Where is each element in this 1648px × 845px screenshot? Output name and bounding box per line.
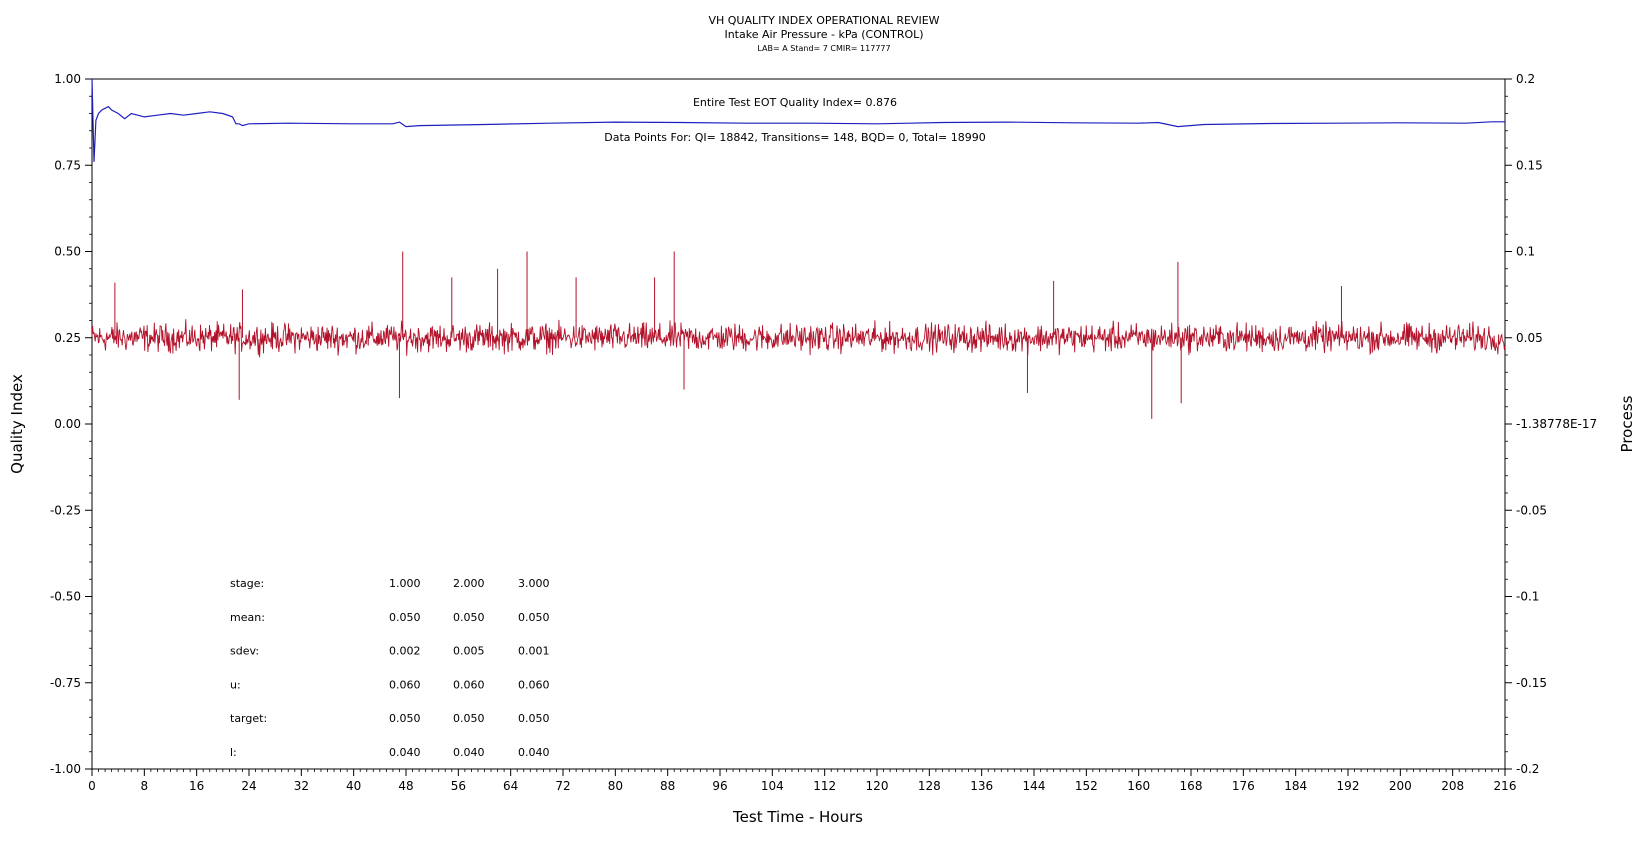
x-tick-label: 32 bbox=[294, 779, 309, 793]
x-tick-label: 208 bbox=[1441, 779, 1464, 793]
x-tick-label: 56 bbox=[451, 779, 466, 793]
series-layer bbox=[91, 78, 1506, 419]
x-tick-label: 152 bbox=[1075, 779, 1098, 793]
quality-index-series-line bbox=[91, 78, 1505, 162]
x-tick-label: 136 bbox=[970, 779, 993, 793]
x-tick-label: 64 bbox=[503, 779, 518, 793]
y-left-tick-label: -1.00 bbox=[50, 762, 81, 776]
stats-cell: 0.001 bbox=[518, 645, 550, 658]
stats-cell: 0.050 bbox=[518, 611, 550, 624]
y-left-tick-label: 0.00 bbox=[54, 417, 81, 431]
y-axis-right-title: Process bbox=[1618, 395, 1636, 452]
y-axis-left: 1.00 0.75 0.50 0.25 0.00 -0.25 -0.50 -0.75 -1.00 bbox=[50, 72, 92, 776]
y-right-tick-label: 0.2 bbox=[1516, 72, 1535, 86]
stats-row-label: stage: bbox=[230, 577, 264, 590]
stats-cell: 0.050 bbox=[518, 712, 550, 725]
stats-cell: 3.000 bbox=[518, 577, 550, 590]
x-tick-label: 192 bbox=[1337, 779, 1360, 793]
y-left-tick-label: -0.25 bbox=[50, 503, 81, 517]
y-right-tick-label: 0.05 bbox=[1516, 331, 1543, 345]
y-left-tick-label: 0.25 bbox=[54, 331, 81, 345]
stats-cell: 0.060 bbox=[453, 678, 485, 691]
x-tick-label: 88 bbox=[660, 779, 675, 793]
y-right-tick-label: -0.1 bbox=[1516, 590, 1539, 604]
y-axis-right: 0.2 0.15 0.1 0.05 -1.38778E-17 -0.05 -0.1 -0.15… bbox=[1505, 72, 1597, 776]
y-left-tick-label: -0.75 bbox=[50, 676, 81, 690]
x-tick-label: 120 bbox=[866, 779, 889, 793]
x-tick-label: 72 bbox=[555, 779, 570, 793]
x-tick-label: 176 bbox=[1232, 779, 1255, 793]
y-right-tick-label: -1.38778E-17 bbox=[1516, 417, 1597, 431]
x-tick-label: 40 bbox=[346, 779, 361, 793]
y-left-tick-label: 0.75 bbox=[54, 158, 81, 172]
x-tick-label: 104 bbox=[761, 779, 784, 793]
x-tick-label: 80 bbox=[608, 779, 623, 793]
x-tick-label: 144 bbox=[1023, 779, 1046, 793]
chart-subsubtitle: LAB= A Stand= 7 CMIR= 117777 bbox=[757, 44, 890, 53]
stats-cell: 0.050 bbox=[453, 611, 485, 624]
y-left-tick-label: 0.50 bbox=[54, 245, 81, 259]
stats-table: stage: 1.000 2.000 3.000 mean: 0.050 0.050 0.05… bbox=[230, 577, 550, 759]
stats-cell: 0.040 bbox=[453, 746, 485, 759]
x-tick-label: 216 bbox=[1494, 779, 1517, 793]
stats-row-label: sdev: bbox=[230, 645, 259, 658]
y-right-tick-label: 0.15 bbox=[1516, 158, 1543, 172]
x-tick-label: 24 bbox=[241, 779, 256, 793]
x-tick-label: 8 bbox=[141, 779, 149, 793]
stats-cell: 2.000 bbox=[453, 577, 485, 590]
x-axis-title: Test Time - Hours bbox=[732, 808, 863, 826]
x-tick-label: 160 bbox=[1127, 779, 1150, 793]
points-annotation: Data Points For: QI= 18842, Transitions=… bbox=[604, 131, 986, 144]
stats-row-label: l: bbox=[230, 746, 237, 759]
stats-cell: 0.060 bbox=[518, 678, 550, 691]
y-left-tick-label: 1.00 bbox=[54, 72, 81, 86]
x-tick-label: 16 bbox=[189, 779, 204, 793]
stats-cell: 1.000 bbox=[389, 577, 421, 590]
plot-frame bbox=[91, 78, 1506, 770]
eot-annotation: Entire Test EOT Quality Index= 0.876 bbox=[693, 96, 897, 109]
x-tick-label: 112 bbox=[813, 779, 836, 793]
stats-cell: 0.050 bbox=[453, 712, 485, 725]
process-series-line bbox=[91, 319, 1506, 358]
stats-row-label: u: bbox=[230, 678, 241, 691]
stats-cell: 0.040 bbox=[518, 746, 550, 759]
y-axis-left-title: Quality Index bbox=[8, 374, 26, 474]
y-right-tick-label: -0.15 bbox=[1516, 676, 1547, 690]
stats-cell: 0.005 bbox=[453, 645, 485, 658]
y-right-tick-label: -0.05 bbox=[1516, 503, 1547, 517]
stats-cell: 0.002 bbox=[389, 645, 421, 658]
chart-subtitle: Intake Air Pressure - kPa (CONTROL) bbox=[724, 28, 923, 41]
x-tick-label: 128 bbox=[918, 779, 941, 793]
x-tick-label: 200 bbox=[1389, 779, 1412, 793]
x-axis: 0 8 16 24 32 40 48 56 64 72 80 88 96 104 112 120 128 136 1… bbox=[88, 769, 1516, 793]
stats-row-label: target: bbox=[230, 712, 267, 725]
stats-cell: 0.050 bbox=[389, 712, 421, 725]
x-tick-label: 168 bbox=[1180, 779, 1203, 793]
y-left-tick-label: -0.50 bbox=[50, 590, 81, 604]
stats-row-label: mean: bbox=[230, 611, 265, 624]
chart-title: VH QUALITY INDEX OPERATIONAL REVIEW bbox=[708, 14, 939, 27]
stats-cell: 0.060 bbox=[389, 678, 421, 691]
stats-cell: 0.040 bbox=[389, 746, 421, 759]
stats-cell: 0.050 bbox=[389, 611, 421, 624]
x-tick-label: 0 bbox=[88, 779, 96, 793]
x-tick-label: 96 bbox=[712, 779, 727, 793]
y-right-tick-label: 0.1 bbox=[1516, 245, 1535, 259]
y-right-tick-label: -0.2 bbox=[1516, 762, 1539, 776]
x-tick-label: 48 bbox=[398, 779, 413, 793]
x-tick-label: 184 bbox=[1284, 779, 1307, 793]
